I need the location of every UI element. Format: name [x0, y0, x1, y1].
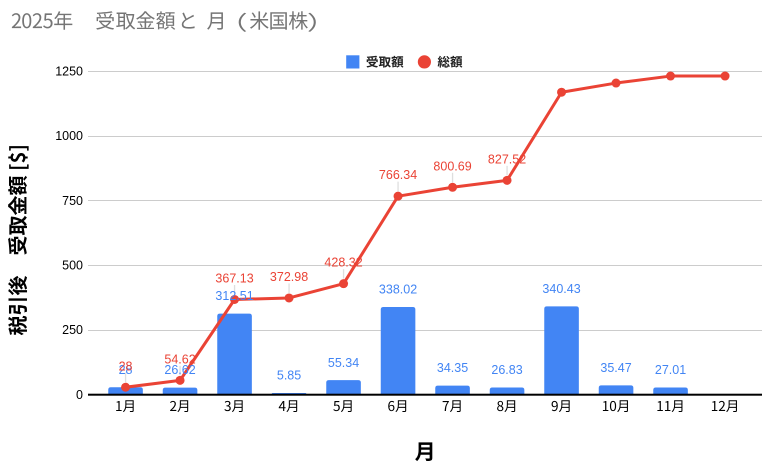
- svg-text:428.32: 428.32: [324, 256, 362, 270]
- svg-text:827.52: 827.52: [488, 152, 526, 166]
- svg-text:28: 28: [119, 359, 133, 373]
- svg-text:1250: 1250: [55, 64, 83, 78]
- svg-text:34.35: 34.35: [437, 361, 468, 375]
- svg-text:55.34: 55.34: [328, 356, 359, 370]
- svg-text:26.83: 26.83: [491, 363, 522, 377]
- svg-text:500: 500: [62, 259, 83, 273]
- svg-text:372.98: 372.98: [270, 270, 308, 284]
- svg-text:800.69: 800.69: [433, 159, 471, 173]
- svg-text:367.13: 367.13: [215, 271, 253, 285]
- svg-text:5.85: 5.85: [277, 369, 301, 383]
- svg-text:312.51: 312.51: [215, 289, 253, 303]
- svg-text:27.01: 27.01: [655, 363, 686, 377]
- svg-text:766.34: 766.34: [379, 168, 417, 182]
- svg-text:26.62: 26.62: [164, 363, 195, 377]
- svg-text:1000: 1000: [55, 129, 83, 143]
- svg-text:338.02: 338.02: [379, 283, 417, 297]
- svg-text:0: 0: [76, 388, 83, 402]
- svg-text:28: 28: [119, 363, 133, 377]
- svg-text:54.62: 54.62: [164, 352, 195, 366]
- svg-text:750: 750: [62, 194, 83, 208]
- svg-text:250: 250: [62, 323, 83, 337]
- svg-text:35.47: 35.47: [600, 361, 631, 375]
- svg-text:340.43: 340.43: [542, 282, 580, 296]
